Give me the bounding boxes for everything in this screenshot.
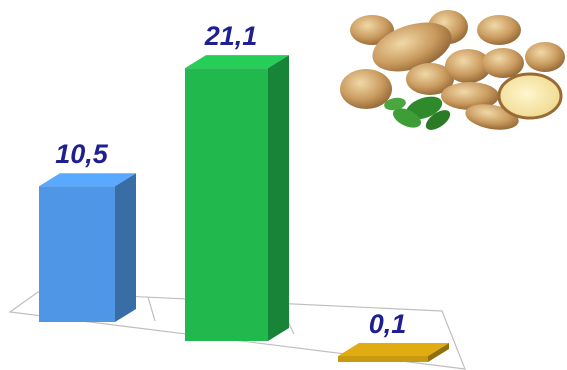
bar-front	[185, 68, 268, 341]
bar-side	[115, 173, 136, 322]
bar-top	[185, 55, 289, 69]
data-label: 21,1	[204, 21, 258, 51]
floor-divider	[147, 296, 156, 322]
bar-3	[338, 343, 449, 362]
bar-side	[428, 343, 449, 362]
bar-1	[39, 173, 136, 322]
bar-2	[185, 55, 289, 341]
data-label: 0,1	[369, 309, 407, 339]
bar-front	[39, 186, 115, 322]
bars-group: 10,5 21,1 0,1	[39, 21, 449, 362]
bar-side	[268, 55, 289, 341]
data-label: 10,5	[55, 139, 109, 169]
bar-top	[338, 343, 449, 356]
bar-front	[338, 356, 428, 362]
bar-top	[39, 173, 136, 187]
potatoes-with-basil-photo	[340, 10, 565, 130]
